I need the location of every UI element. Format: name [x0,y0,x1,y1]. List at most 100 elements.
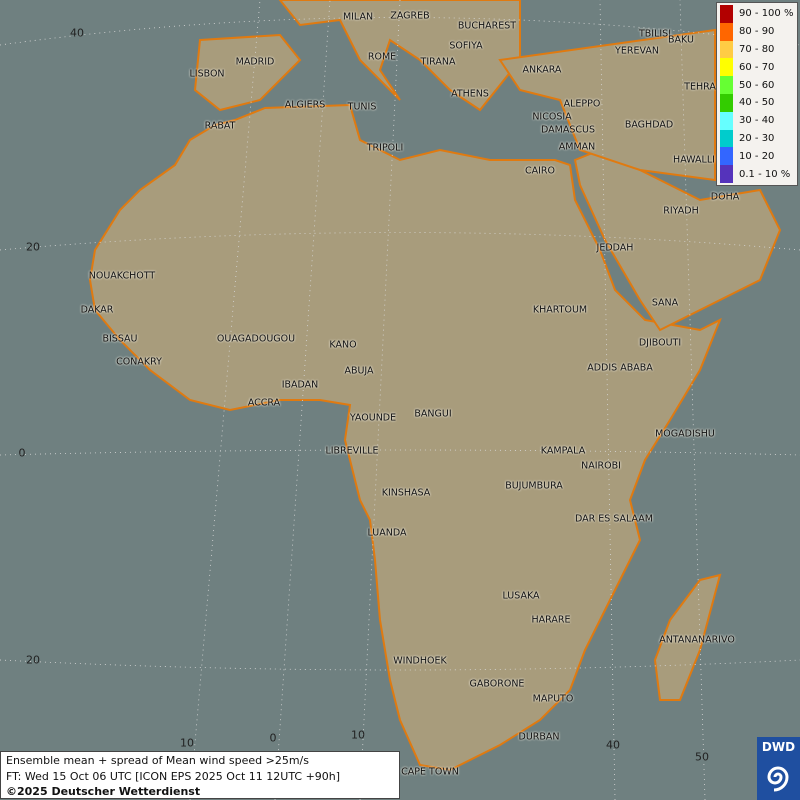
city-label: IBADAN [281,379,319,391]
city-label: ZAGREB [390,10,430,22]
legend-item: 90 - 100 % [717,5,797,23]
lat-label: 20 [26,653,40,667]
city-label: JEDDAH [596,242,634,254]
swirl-icon [767,766,789,792]
city-label: DJIBOUTI [638,337,682,349]
city-label: ATHENS [451,88,489,100]
legend-swatch [720,147,733,166]
legend-item: 10 - 20 [717,147,797,166]
city-label: BAGHDAD [624,119,674,131]
city-label: ROME [367,51,397,63]
legend-swatch [720,93,733,112]
legend-item: 70 - 80 [717,40,797,59]
legend-item: 20 - 30 [717,129,797,148]
city-label: CAPE TOWN [401,766,459,778]
city-label: BUJUMBURA [505,480,563,492]
legend-label: 50 - 60 [739,79,775,91]
madagascar-landmass [653,573,722,701]
legend-item: 50 - 60 [717,76,797,94]
lon-label: 10 [351,728,365,742]
iberia-landmass [193,33,302,112]
legend-item: 30 - 40 [717,111,797,130]
legend-label: 0.1 - 10 % [739,168,791,180]
city-label: ALGIERS [284,99,326,111]
city-label: ANTANANARIVO [659,634,735,646]
city-label: BISSAU [102,333,138,345]
city-label: ALEPPO [563,98,601,110]
legend-item: 80 - 90 [717,22,797,41]
city-label: RIYADH [663,205,699,217]
city-label: TBILISI [638,28,672,40]
city-label: BUCHAREST [457,20,517,32]
lon-label: 10 [180,736,194,750]
city-label: ADDIS ABABA [587,362,653,374]
lon-label: 0 [269,731,277,745]
dwd-logo: DWD [757,737,800,800]
legend-swatch [720,5,733,23]
city-label: KHARTOUM [532,304,588,316]
city-label: CAIRO [524,165,556,177]
product-title: Ensemble mean + spread of Mean wind spee… [6,754,309,767]
legend-swatch [720,22,733,41]
city-label: ACCRA [247,397,281,409]
city-label: DAKAR [80,304,114,316]
legend-swatch [720,76,733,94]
legend-label: 80 - 90 [739,26,775,38]
city-label: LISBON [189,68,225,80]
city-label: YAOUNDE [349,412,397,424]
city-label: KANO [329,339,357,351]
lat-label: 0 [18,446,26,460]
city-label: LUANDA [367,527,407,539]
middle-east-landmass [498,28,716,182]
city-label: YEREVAN [615,45,659,57]
legend-swatch [720,129,733,148]
city-label: LUSAKA [502,590,540,602]
city-label: SANA [651,297,679,309]
forecast-time: FT: Wed 15 Oct 06 UTC [ICON EPS 2025 Oct… [6,769,341,783]
legend-item: 0.1 - 10 % [717,165,797,183]
city-label: AMMAN [558,141,596,153]
legend: 90 - 100 % 80 - 90 70 - 80 60 - 70 50 - 60 40… [716,2,798,186]
copyright: ©2025 Deutscher Wetterdienst [6,785,201,798]
legend-label: 10 - 20 [739,150,775,162]
legend-swatch [720,40,733,59]
legend-label: 30 - 40 [739,115,775,127]
city-label: MAPUTO [532,693,574,705]
city-label: MILAN [342,11,374,23]
city-label: BAKU [668,34,694,46]
city-label: NICOSIA [532,111,572,123]
city-label: TIRANA [420,56,456,68]
city-label: DAMASCUS [541,124,595,136]
city-label: OUAGADOUGOU [216,333,296,345]
legend-swatch [720,165,733,183]
legend-item: 40 - 50 [717,93,797,112]
city-label: ABUJA [344,365,374,377]
city-label: ANKARA [522,64,562,76]
legend-swatch [720,111,733,130]
legend-label: 40 - 50 [739,97,775,109]
city-label: MOGADISHU [655,428,715,440]
legend-label: 90 - 100 % [739,8,794,20]
city-label: MADRID [235,56,275,68]
legend-item: 60 - 70 [717,58,797,77]
city-label: DURBAN [518,731,560,743]
city-label: TRIPOLI [366,142,404,154]
city-label: CONAKRY [116,356,162,368]
info-box: Ensemble mean + spread of Mean wind spee… [0,751,400,799]
city-label: SOFIYA [449,40,483,52]
city-label: TEHRA [684,81,716,93]
city-label: NAIROBI [581,460,621,472]
city-label: GABORONE [469,678,525,690]
city-label: BANGUI [414,408,452,420]
city-label: HARARE [531,614,571,626]
city-label: NOUAKCHOTT [88,270,156,282]
city-label: KINSHASA [381,487,431,499]
lat-label: 20 [26,240,40,254]
city-label: LIBREVILLE [325,445,379,457]
city-label: WINDHOEK [393,655,447,667]
city-label: DOHA [710,191,740,203]
lon-label: 40 [606,738,620,752]
